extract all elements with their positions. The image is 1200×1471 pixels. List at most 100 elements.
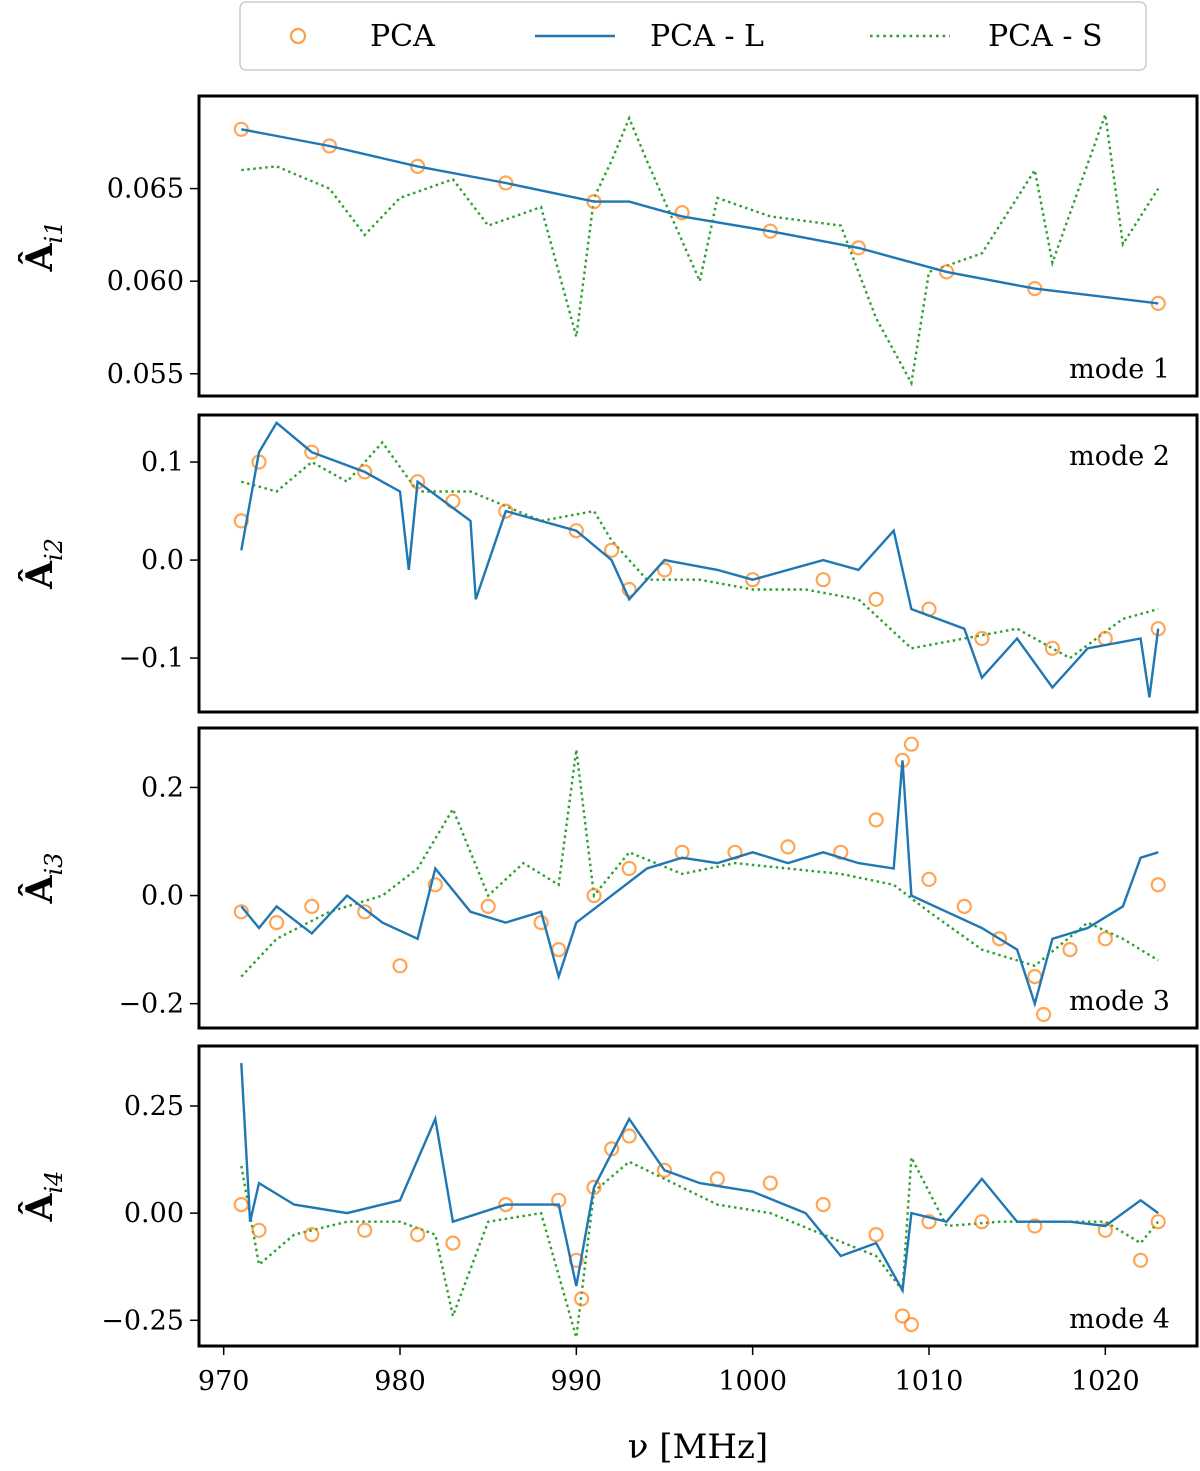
panel-frame <box>197 726 1199 1030</box>
series-pca-point <box>304 1226 320 1243</box>
series-pca-point <box>921 871 937 888</box>
series-pca-point <box>815 572 831 588</box>
series-pca-point <box>956 898 972 915</box>
series-pca-point <box>656 562 673 578</box>
panel-data <box>233 420 1166 698</box>
series-pca-point <box>586 887 602 904</box>
panel-4: −0.25 0.00 0.25 Âi4 mode 4 <box>19 1044 1199 1348</box>
y-axis-label: Âi4 <box>19 1171 68 1223</box>
series-pca-point <box>568 523 584 539</box>
series-pca-point <box>894 1308 911 1324</box>
x-axis-label: ν [MHz] <box>628 1427 768 1467</box>
series-pca-point <box>233 121 249 137</box>
series-pca-point <box>427 877 443 893</box>
y-tick-label: 0.0 <box>141 545 184 576</box>
series-pca-point <box>868 591 884 607</box>
series-pca-point <box>745 572 761 588</box>
x-axis: 970 980 990 1000 1010 1020 ν [MHz] <box>198 1346 1140 1467</box>
series-pca-point <box>1097 1222 1113 1238</box>
series-pca-point <box>1062 941 1078 958</box>
series-pca-point <box>938 264 955 280</box>
series-pca-point <box>445 1235 461 1251</box>
legend-label: PCA <box>370 19 435 54</box>
series-pca-l-line <box>240 420 1160 698</box>
series-pca-point <box>1132 1252 1149 1268</box>
series-pca-point <box>621 860 637 877</box>
y-tick-label: −0.1 <box>118 643 184 674</box>
series-pca-point <box>709 1171 726 1187</box>
mode-label: mode 2 <box>1069 441 1170 472</box>
series-pca-point <box>1035 1006 1052 1023</box>
legend-label: PCA - L <box>650 19 764 54</box>
series-pca-point <box>551 941 567 958</box>
y-axis-label-subscript: i4 <box>40 1171 68 1194</box>
x-tick-label: 1000 <box>718 1366 787 1397</box>
mode-label: mode 1 <box>1069 354 1170 385</box>
legend-frame <box>239 1 1147 71</box>
y-axis-label-symbol: Â <box>19 1192 61 1222</box>
panel-3: −0.2 0.0 0.2 Âi3 mode 3 <box>19 726 1199 1030</box>
series-pca-point <box>1027 1218 1043 1234</box>
series-pca-point <box>269 914 285 931</box>
y-tick-label: 0.25 <box>124 1091 184 1122</box>
series-pca-point <box>903 1316 920 1333</box>
series-pca-l-line <box>240 1063 1159 1295</box>
y-axis-label-subscript: i1 <box>40 221 68 244</box>
series-pca-point <box>357 1222 373 1238</box>
series-pca-point <box>974 630 990 647</box>
series-pca-point <box>603 542 620 558</box>
series-pca-point <box>357 904 373 920</box>
y-axis-label-symbol: Â <box>19 874 61 904</box>
series-pca-point <box>410 158 426 174</box>
y-tick-label: −0.2 <box>118 989 184 1020</box>
x-tick-label: 970 <box>198 1366 250 1397</box>
legend-marker-pca <box>289 27 307 45</box>
series-pca-point <box>1150 1214 1166 1230</box>
x-tick-label: 1020 <box>1071 1366 1140 1397</box>
panels: 0.055 0.060 0.065 Âi1 mode 1 −0.1 0.0 0.1 Âi2 mod… <box>19 94 1199 1348</box>
series-pca-point <box>304 444 320 460</box>
series-pca-point <box>410 1226 426 1243</box>
y-axis-label-subscript: i3 <box>40 853 68 876</box>
y-tick-label: 0.00 <box>124 1198 184 1229</box>
panel-data <box>233 736 1166 1023</box>
series-pca-point <box>573 1291 590 1307</box>
series-pca-point <box>498 503 514 519</box>
series-pca-point <box>991 931 1008 947</box>
series-pca-l-line <box>240 760 1159 1008</box>
series-pca-point <box>233 1196 249 1213</box>
panel-frame <box>197 94 1199 398</box>
x-tick-label: 1010 <box>895 1366 964 1397</box>
y-axis-label: Âi3 <box>19 853 68 905</box>
series-pca-point <box>780 839 796 855</box>
series-pca-point <box>392 958 408 974</box>
series-pca-point <box>1097 931 1113 947</box>
panel-2: −0.1 0.0 0.1 Âi2 mode 2 <box>19 413 1199 714</box>
x-tick-label: 990 <box>551 1366 603 1397</box>
series-pca-point <box>656 1162 673 1178</box>
y-tick-label: −0.25 <box>101 1305 184 1336</box>
series-pca-point <box>815 1196 831 1213</box>
y-tick-label: 0.060 <box>107 266 184 297</box>
panel-data <box>233 1063 1166 1338</box>
panel-1: 0.055 0.060 0.065 Âi1 mode 1 <box>19 94 1199 398</box>
series-pca-point <box>921 1214 937 1230</box>
series-pca-l-line <box>241 128 1159 305</box>
series-pca-point <box>321 138 338 154</box>
series-pca-point <box>1027 968 1043 985</box>
series-pca-point <box>850 240 867 256</box>
series-pca-s-line <box>241 114 1160 387</box>
panel-frame <box>197 413 1199 714</box>
series-pca-point <box>1044 640 1061 656</box>
series-pca-s-line <box>240 749 1159 978</box>
series-pca-point <box>974 1214 990 1230</box>
series-pca-point <box>480 898 496 915</box>
mode-label: mode 3 <box>1069 986 1170 1017</box>
y-axis-label-subscript: i2 <box>40 538 68 561</box>
series-pca-point <box>674 205 690 221</box>
series-pca-point <box>621 581 637 598</box>
series-pca-point <box>762 1175 778 1191</box>
series-pca-point <box>304 898 320 915</box>
y-tick-label: 0.0 <box>141 881 184 912</box>
